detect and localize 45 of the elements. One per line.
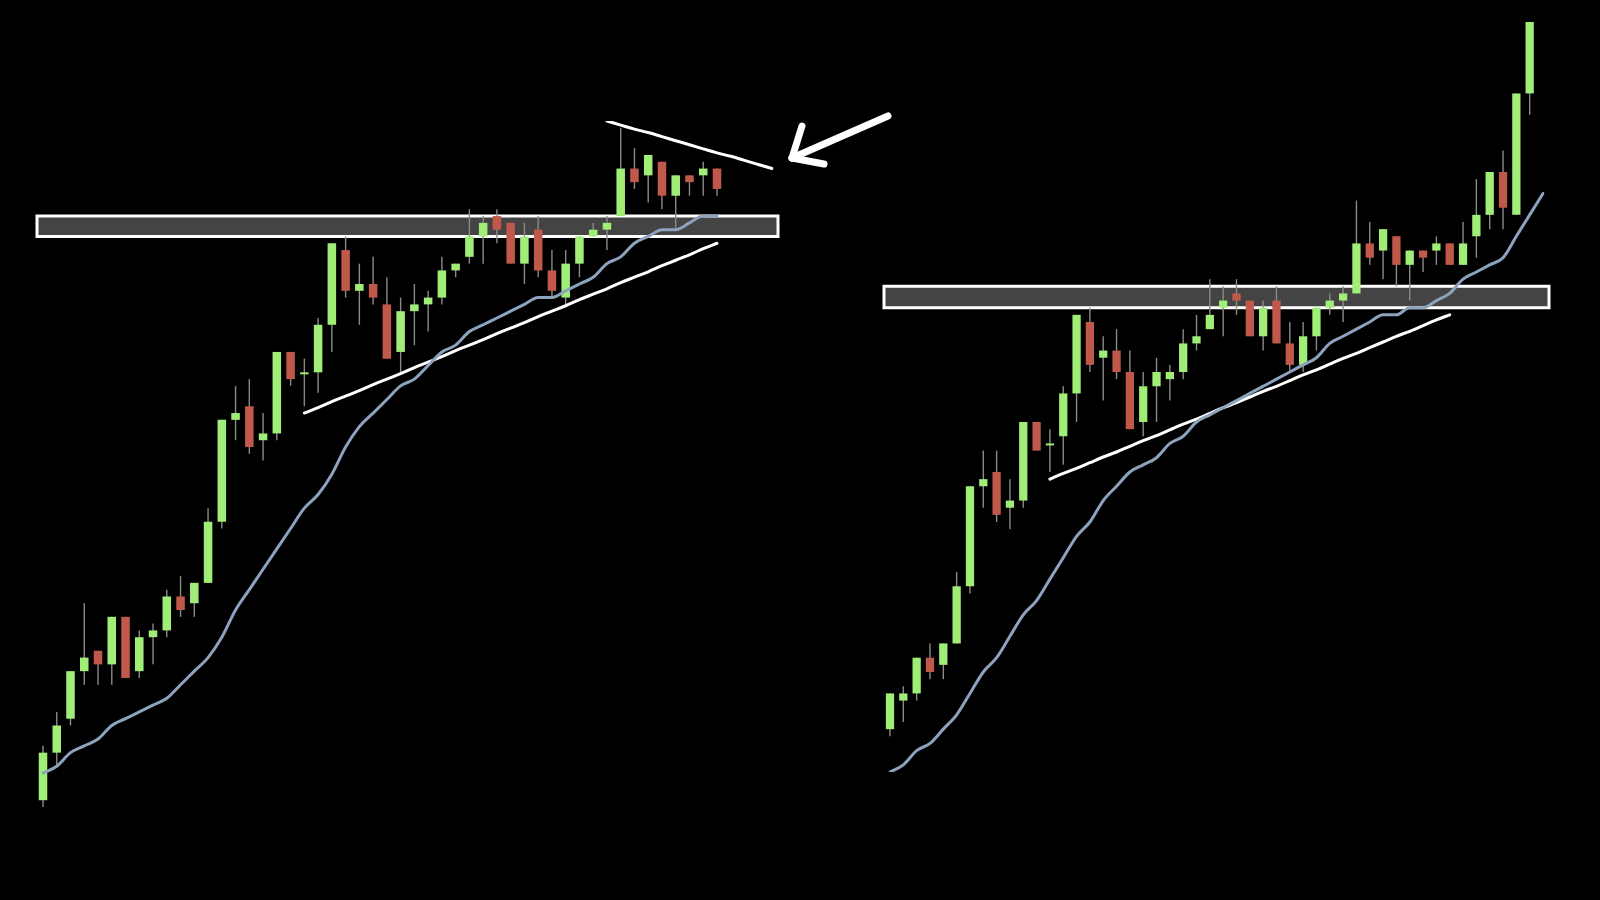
candlestick	[1205, 278, 1214, 330]
candlestick	[492, 208, 502, 244]
candlestick	[1338, 285, 1348, 323]
candlestick	[1219, 285, 1228, 337]
candlestick	[300, 358, 309, 407]
candlestick	[1232, 278, 1241, 316]
candlestick	[176, 575, 185, 618]
candlestick	[465, 208, 474, 265]
candlestick	[685, 174, 694, 197]
candlestick	[1472, 178, 1481, 259]
candlestick	[1365, 221, 1374, 266]
candlestick	[190, 582, 199, 618]
candlestick	[899, 685, 908, 723]
candlestick	[925, 642, 935, 680]
candlestick	[258, 412, 268, 462]
candlestick	[1152, 357, 1161, 423]
candlestick	[1405, 249, 1414, 302]
candlestick	[1432, 235, 1441, 266]
candlestick	[1045, 428, 1055, 473]
candlestick	[671, 174, 680, 231]
candlestick	[1165, 364, 1174, 402]
candlestick	[1325, 292, 1334, 316]
candlestick	[410, 283, 419, 346]
candlestick	[148, 622, 158, 666]
candlestick	[1285, 321, 1294, 373]
candlestick	[1458, 221, 1468, 266]
candlestick	[93, 650, 103, 686]
candlestick	[630, 147, 639, 190]
candlestick	[979, 449, 988, 509]
candlestick	[231, 385, 240, 441]
candlestick	[939, 642, 948, 680]
candlestick	[547, 249, 557, 299]
candlestick	[80, 602, 89, 686]
candlestick	[355, 262, 364, 326]
candlestick	[1192, 314, 1201, 352]
candlestick	[1378, 228, 1388, 280]
candlestick	[1112, 328, 1121, 380]
candlestick	[478, 215, 488, 265]
candlestick	[602, 215, 612, 251]
candlestick	[1099, 335, 1108, 402]
candlestick	[643, 154, 653, 204]
candlestick	[368, 256, 378, 306]
candlestick	[1445, 242, 1454, 266]
candlestick	[712, 167, 722, 197]
candlestick	[1005, 478, 1015, 530]
